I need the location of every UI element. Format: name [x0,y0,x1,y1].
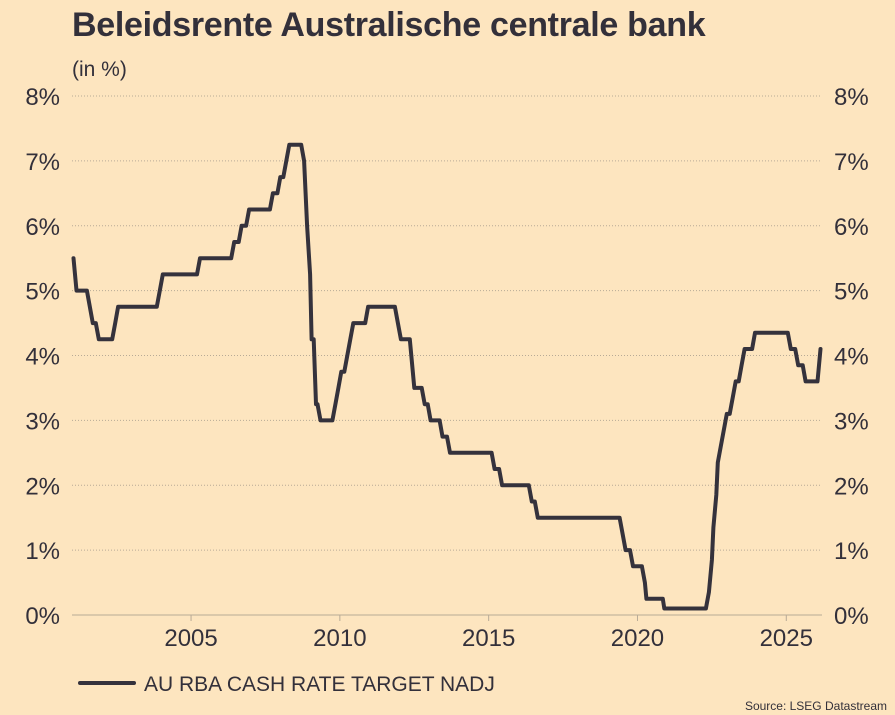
y-tick-label-left: 4% [25,344,60,371]
y-tick-label-left: 7% [25,149,60,176]
y-tick-label-right: 8% [834,84,869,111]
chart-subtitle: (in %) [72,58,127,81]
y-axis-left: 0% 1% 2% 3% 4% 5% 6% 7% 8% [25,84,60,630]
x-tick-label: 2015 [462,625,515,652]
y-tick-label-left: 0% [25,603,60,630]
y-tick-label-left: 3% [25,408,60,435]
y-tick-label-left: 5% [25,279,60,306]
y-tick-label-right: 0% [834,603,869,630]
series-layer [71,142,823,611]
x-tick-label: 2025 [760,625,813,652]
y-tick-label-right: 2% [834,473,869,500]
y-tick-label-left: 1% [25,538,60,565]
y-tick-label-right: 6% [834,214,869,241]
chart-title: Beleidsrente Australische centrale bank [72,6,706,44]
grid-lines [72,95,822,616]
legend-label: AU RBA CASH RATE TARGET NADJ [144,673,495,696]
y-tick-label-right: 3% [834,408,869,435]
source-note: Source: LSEG Datastream [744,699,887,713]
x-tick-label: 2010 [313,625,366,652]
y-tick-label-right: 4% [834,344,869,371]
y-tick-label-right: 7% [834,149,869,176]
y-tick-label-left: 6% [25,214,60,241]
series-line [71,142,823,611]
y-tick-label-right: 1% [834,538,869,565]
y-axis-right: 0% 1% 2% 3% 4% 5% 6% 7% 8% [834,84,869,630]
x-axis: 2005 2010 2015 2020 2025 [164,615,813,652]
x-tick-label: 2020 [611,625,664,652]
x-tick-label: 2005 [164,625,217,652]
y-tick-label-left: 8% [25,84,60,111]
legend: AU RBA CASH RATE TARGET NADJ [78,673,495,696]
y-tick-label-left: 2% [25,473,60,500]
y-tick-label-right: 5% [834,279,869,306]
